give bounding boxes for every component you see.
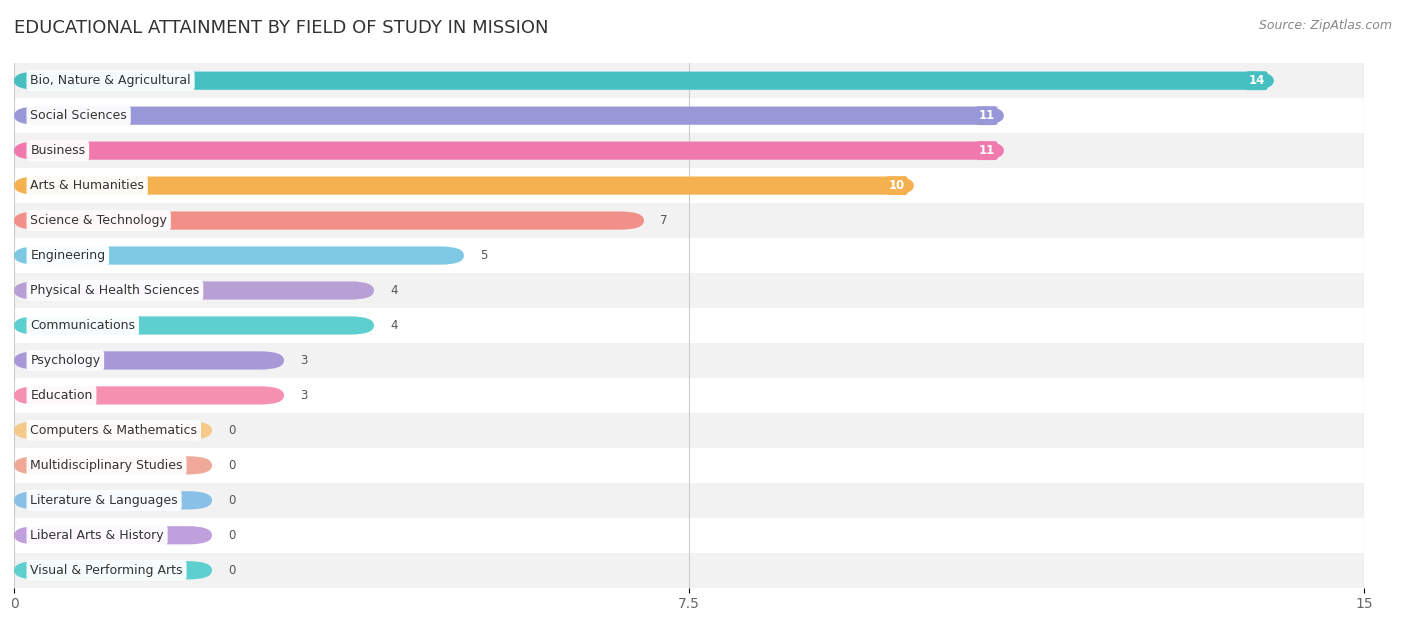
Bar — [14, 378, 1364, 413]
Text: 3: 3 — [301, 389, 308, 402]
FancyBboxPatch shape — [14, 246, 464, 265]
FancyBboxPatch shape — [14, 456, 212, 475]
Bar — [14, 238, 1364, 273]
Text: Science & Technology: Science & Technology — [31, 214, 167, 227]
Bar — [14, 273, 1364, 308]
Text: 0: 0 — [228, 459, 236, 472]
Text: Source: ZipAtlas.com: Source: ZipAtlas.com — [1258, 19, 1392, 32]
Bar — [14, 308, 1364, 343]
Text: 5: 5 — [481, 249, 488, 262]
FancyBboxPatch shape — [14, 107, 1004, 125]
Text: EDUCATIONAL ATTAINMENT BY FIELD OF STUDY IN MISSION: EDUCATIONAL ATTAINMENT BY FIELD OF STUDY… — [14, 19, 548, 37]
Text: Multidisciplinary Studies: Multidisciplinary Studies — [31, 459, 183, 472]
Bar — [14, 483, 1364, 518]
Text: 11: 11 — [979, 109, 995, 122]
FancyBboxPatch shape — [14, 351, 284, 370]
FancyBboxPatch shape — [14, 317, 374, 334]
Text: 4: 4 — [391, 284, 398, 297]
Text: Communications: Communications — [31, 319, 135, 332]
FancyBboxPatch shape — [14, 142, 1004, 160]
Text: Education: Education — [31, 389, 93, 402]
Text: 7: 7 — [661, 214, 668, 227]
Text: Physical & Health Sciences: Physical & Health Sciences — [31, 284, 200, 297]
Bar — [14, 518, 1364, 553]
Bar — [14, 203, 1364, 238]
FancyBboxPatch shape — [14, 422, 212, 439]
Text: Engineering: Engineering — [31, 249, 105, 262]
Bar — [14, 343, 1364, 378]
Text: Social Sciences: Social Sciences — [31, 109, 127, 122]
Text: Arts & Humanities: Arts & Humanities — [31, 179, 145, 192]
Text: 4: 4 — [391, 319, 398, 332]
Bar — [14, 168, 1364, 203]
Text: Literature & Languages: Literature & Languages — [31, 494, 179, 507]
Text: 10: 10 — [889, 179, 905, 192]
Bar — [14, 553, 1364, 588]
FancyBboxPatch shape — [14, 212, 644, 229]
FancyBboxPatch shape — [14, 561, 212, 580]
Text: 0: 0 — [228, 424, 236, 437]
Text: Business: Business — [31, 144, 86, 157]
FancyBboxPatch shape — [14, 71, 1274, 90]
Text: Bio, Nature & Agricultural: Bio, Nature & Agricultural — [31, 74, 191, 87]
Text: 0: 0 — [228, 494, 236, 507]
Text: Computers & Mathematics: Computers & Mathematics — [31, 424, 197, 437]
FancyBboxPatch shape — [14, 176, 914, 195]
Text: 0: 0 — [228, 564, 236, 577]
Bar — [14, 133, 1364, 168]
Text: 3: 3 — [301, 354, 308, 367]
Bar — [14, 98, 1364, 133]
Bar — [14, 413, 1364, 448]
Bar — [14, 63, 1364, 98]
FancyBboxPatch shape — [14, 526, 212, 544]
Text: Liberal Arts & History: Liberal Arts & History — [31, 529, 165, 542]
Text: Psychology: Psychology — [31, 354, 100, 367]
Text: 0: 0 — [228, 529, 236, 542]
Text: 11: 11 — [979, 144, 995, 157]
Text: 14: 14 — [1249, 74, 1265, 87]
Text: Visual & Performing Arts: Visual & Performing Arts — [31, 564, 183, 577]
FancyBboxPatch shape — [14, 491, 212, 509]
Bar — [14, 448, 1364, 483]
FancyBboxPatch shape — [14, 386, 284, 404]
FancyBboxPatch shape — [14, 281, 374, 300]
